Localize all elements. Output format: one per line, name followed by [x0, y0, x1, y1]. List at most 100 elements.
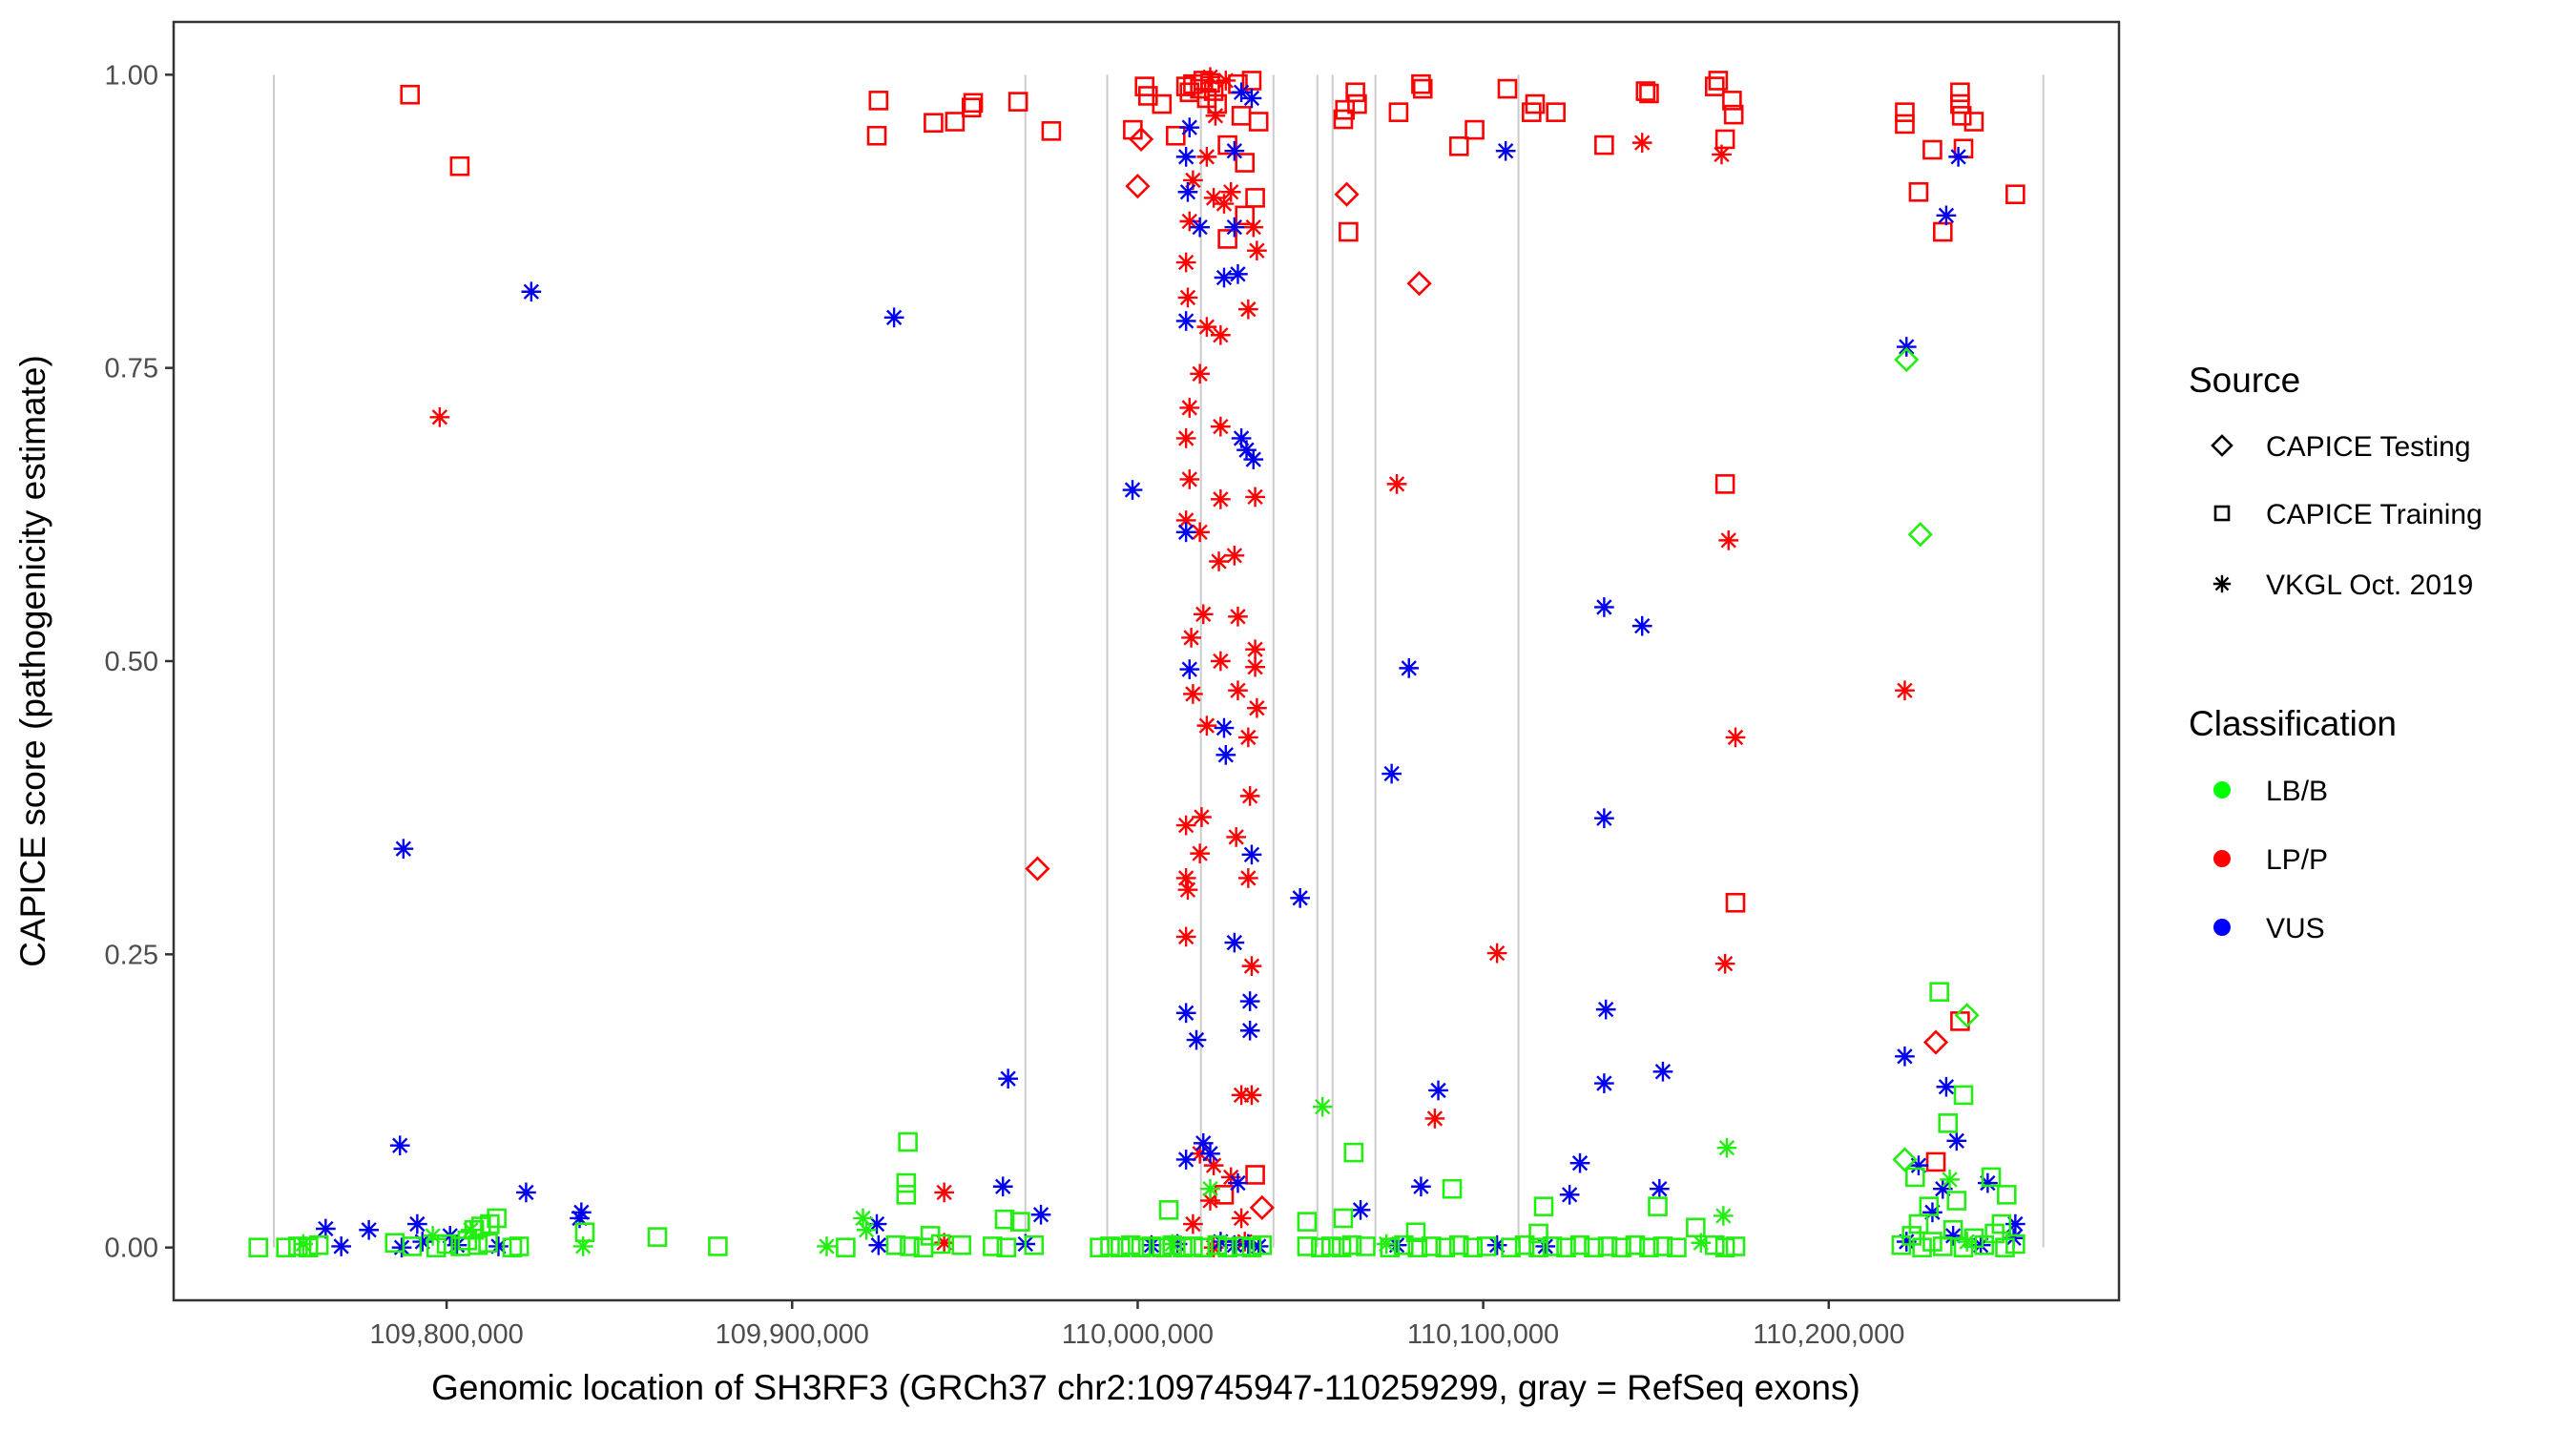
point-training-lpp — [1950, 1011, 1970, 1031]
y-tick-label: 1.00 — [105, 60, 158, 91]
legend-label-training: CAPICE Training — [2266, 499, 2483, 530]
point-vkgl-vus — [1970, 1234, 1991, 1255]
point-vkgl-vus — [1243, 449, 1264, 469]
point-training-lpp — [1152, 93, 1173, 114]
point-training-lbb — [1333, 1208, 1354, 1229]
point-vkgl-vus — [1193, 1132, 1214, 1153]
point-training-lpp — [1041, 121, 1062, 141]
point-vkgl-vus — [1177, 181, 1198, 202]
point-testing-lpp — [1025, 856, 1050, 881]
point-training-lpp — [1245, 1165, 1265, 1185]
point-training-lbb — [1141, 1236, 1162, 1256]
point-training-lbb — [1343, 1142, 1364, 1163]
point-vkgl-vus — [1228, 263, 1248, 284]
point-vkgl-lbb — [1940, 1170, 1960, 1190]
point-training-lbb — [1297, 1212, 1318, 1232]
point-training-lbb — [1442, 1178, 1463, 1199]
point-training-lpp — [961, 97, 982, 118]
point-vkgl-lpp — [1203, 188, 1224, 208]
point-vkgl-lbb — [1312, 1096, 1333, 1117]
point-vkgl-lpp — [1224, 546, 1245, 566]
point-vkgl-vus — [1631, 615, 1652, 636]
point-training-lpp — [1714, 129, 1735, 150]
point-vkgl-lpp — [1245, 656, 1265, 677]
legend-shape — [2211, 434, 2233, 457]
point-vkgl-lpp — [1175, 926, 1196, 947]
point-training-lbb — [1448, 1234, 1469, 1255]
point-vkgl-lpp — [1714, 953, 1735, 974]
point-training-lbb — [1991, 1213, 2012, 1234]
point-vkgl-lpp — [1211, 488, 1231, 509]
point-training-lpp — [1708, 71, 1729, 91]
point-training-lpp — [1345, 82, 1365, 103]
point-vkgl-vus — [1241, 844, 1262, 865]
point-training-lpp — [1950, 82, 1970, 103]
point-vkgl-vus — [1652, 1061, 1673, 1082]
point-vkgl-lbb — [1716, 1137, 1737, 1158]
point-vkgl-vus — [1946, 1130, 1967, 1151]
point-vkgl-lpp — [1209, 551, 1229, 571]
point-training-lbb — [900, 1236, 920, 1256]
point-training-lbb — [478, 1233, 498, 1254]
point-training-lpp — [1245, 188, 1265, 208]
point-training-lbb — [1901, 1226, 1922, 1246]
point-training-lpp — [400, 84, 421, 105]
legend-dot-lpp — [2213, 850, 2231, 867]
x-tick-label: 109,800,000 — [369, 1319, 523, 1350]
point-training-lbb — [1162, 1234, 1182, 1255]
point-training-lbb — [1963, 1228, 1984, 1249]
point-training-lpp — [1235, 153, 1256, 173]
point-training-lbb — [1556, 1237, 1576, 1257]
point-training-lpp — [1963, 112, 1984, 132]
point-vkgl-vus — [1936, 1076, 1957, 1097]
point-vkgl-vus — [1942, 1226, 1963, 1246]
point-vkgl-lpp — [1183, 684, 1203, 704]
legend-dot-lbb — [2213, 781, 2231, 798]
point-training-lbb — [1090, 1237, 1110, 1257]
point-vkgl-vus — [1239, 991, 1260, 1011]
point-training-lpp — [1951, 106, 1972, 126]
exon-lines — [273, 74, 2045, 1248]
point-vkgl-lpp — [1192, 807, 1212, 827]
point-vkgl-vus — [1594, 1073, 1614, 1093]
point-training-lpp — [924, 113, 944, 134]
point-training-lpp — [1950, 93, 1970, 114]
point-vkgl-lbb — [853, 1208, 873, 1229]
point-vkgl-vus — [1224, 140, 1245, 161]
legend-shape — [2213, 505, 2231, 522]
point-training-lbb — [1611, 1237, 1631, 1257]
point-vkgl-lpp — [1241, 956, 1262, 976]
point-training-lbb — [1932, 1236, 1953, 1256]
point-vkgl-vus — [1179, 117, 1200, 137]
point-training-lbb — [896, 1172, 917, 1193]
point-training-lbb — [1714, 1237, 1735, 1257]
point-training-lpp — [963, 93, 984, 114]
point-training-lbb — [1120, 1234, 1141, 1255]
point-training-lbb — [1356, 1236, 1376, 1256]
point-vkgl-vus — [1649, 1178, 1670, 1199]
point-training-lbb — [1476, 1236, 1497, 1256]
point-vkgl-lpp — [1175, 815, 1196, 836]
point-vkgl-lpp — [1175, 252, 1196, 273]
point-vkgl-vus — [1214, 267, 1235, 288]
point-vkgl-lpp — [1196, 317, 1217, 337]
point-training-lbb — [708, 1236, 728, 1256]
point-vkgl-lpp — [1247, 697, 1267, 718]
point-training-lbb — [1217, 1237, 1237, 1257]
point-vkgl-lpp — [1211, 651, 1231, 672]
point-vkgl-lpp — [1196, 147, 1217, 167]
point-training-lpp — [1895, 102, 1915, 122]
legend-dot-vus — [2213, 919, 2231, 936]
point-vkgl-vus — [1895, 1046, 1915, 1067]
point-vkgl-vus — [868, 1234, 889, 1255]
point-training-lbb — [509, 1236, 530, 1256]
point-vkgl-lpp — [1190, 843, 1210, 863]
point-training-lbb — [1528, 1223, 1548, 1244]
point-training-lbb — [647, 1227, 668, 1247]
point-training-lbb — [1953, 1085, 1974, 1106]
point-vkgl-lpp — [429, 406, 450, 427]
point-vkgl-lpp — [1190, 363, 1210, 384]
point-training-lbb — [1946, 1191, 1967, 1211]
point-training-lpp — [1639, 83, 1659, 104]
point-training-lbb — [1905, 1167, 1925, 1188]
